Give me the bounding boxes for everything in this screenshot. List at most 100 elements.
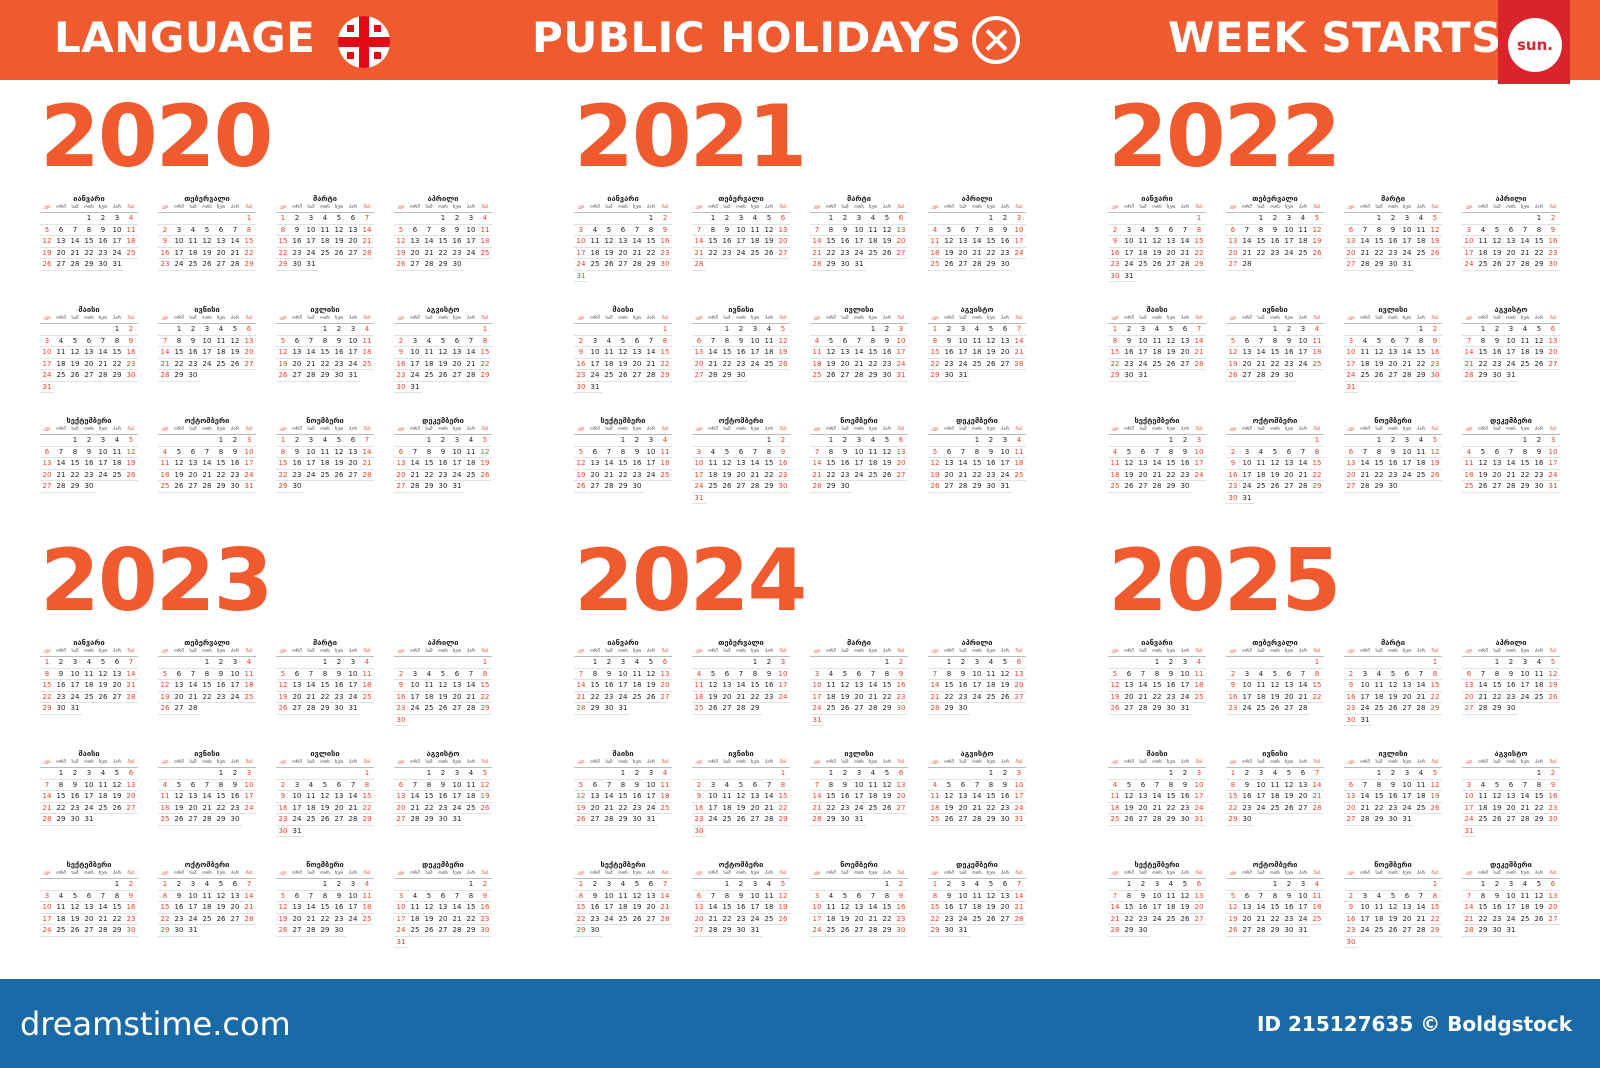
day-cell: 29 xyxy=(1268,370,1282,382)
day-cell: 4 xyxy=(928,780,942,791)
day-cell: 14 xyxy=(360,447,374,458)
day-cell: 3 xyxy=(706,780,720,791)
day-cell: 23 xyxy=(588,914,602,925)
day-cell: 5 xyxy=(734,780,748,791)
day-cell: 29 xyxy=(54,814,68,826)
weekday-label: შაბ xyxy=(360,315,374,324)
day-cell: 27 xyxy=(1504,814,1518,826)
empty-cell xyxy=(1226,879,1240,891)
day-cell: 24 xyxy=(242,470,256,481)
day-cell: 30 xyxy=(838,481,852,493)
day-cell: 1 xyxy=(464,879,478,891)
day-cell: 7 xyxy=(124,657,138,669)
day-cell: 6 xyxy=(852,891,866,902)
weekday-label: შაბ xyxy=(1192,870,1206,879)
day-cell: 11 xyxy=(464,447,478,458)
day-cell: 23 xyxy=(630,803,644,814)
day-cell: 7 xyxy=(304,336,318,347)
month-name: ოქტომბერი xyxy=(184,860,230,869)
day-cell: 6 xyxy=(1400,891,1414,902)
day-cell: 6 xyxy=(644,879,658,891)
empty-cell xyxy=(602,435,616,447)
day-cell: 29 xyxy=(574,925,588,937)
weekday-label: ორშ xyxy=(1358,870,1372,879)
day-cell: 7 xyxy=(68,225,82,236)
weekday-label: ოთხ xyxy=(436,204,450,213)
day-cell: 26 xyxy=(124,470,138,481)
day-cell: 14 xyxy=(304,680,318,692)
day-cell: 10 xyxy=(290,791,304,803)
day-cell: 20 xyxy=(692,359,706,370)
day-cell: 29 xyxy=(82,259,96,271)
day-cell: 7 xyxy=(1358,225,1372,236)
weekday-label: კვი xyxy=(276,204,290,213)
day-cell: 14 xyxy=(852,347,866,359)
day-cell: 5 xyxy=(776,324,790,336)
day-cell: 13 xyxy=(1490,458,1504,470)
empty-cell xyxy=(276,768,290,780)
day-cell: 17 xyxy=(1122,248,1136,259)
weekday-label: სამ xyxy=(304,426,318,435)
day-cell: 5 xyxy=(96,657,110,669)
day-cell: 24 xyxy=(1518,692,1532,703)
weekday-label: ხუთ xyxy=(1518,204,1532,213)
day-cell: 4 xyxy=(360,657,374,669)
day-cell: 24 xyxy=(852,470,866,481)
day-cell: 3 xyxy=(394,891,408,902)
month-name: მაისი xyxy=(78,305,100,314)
day-cell: 17 xyxy=(956,347,970,359)
day-cell: 31 xyxy=(644,814,658,826)
day-cell: 27 xyxy=(1240,925,1254,937)
day-cell: 15 xyxy=(318,902,332,914)
weekday-label: პარ xyxy=(1178,315,1192,324)
day-cell: 24 xyxy=(40,925,54,937)
day-cell: 3 xyxy=(692,447,706,458)
day-cell: 27 xyxy=(1226,259,1240,271)
month-calendar: ოქტომბერი კვი ორშ სამ ოთხ ხუთ პარ შაბ 1 2 3 4 5 6 7 8 9 1… xyxy=(692,860,790,937)
weekday-label: სამ xyxy=(956,426,970,435)
weekday-label: შაბ xyxy=(478,648,492,657)
day-cell: 1 xyxy=(1268,879,1282,891)
day-cell: 21 xyxy=(1504,470,1518,481)
day-cell: 22 xyxy=(318,359,332,370)
day-cell: 30 xyxy=(1226,493,1240,504)
weekday-label: ოთხ xyxy=(616,315,630,324)
empty-cell xyxy=(838,324,852,336)
month-name: აგვისტო xyxy=(426,749,460,758)
day-cell: 13 xyxy=(956,236,970,248)
weekday-label: ორშ xyxy=(408,870,422,879)
empty-cell xyxy=(96,324,110,336)
month-calendar: მაისი კვი ორშ სამ ოთხ ხუთ პარ შაბ 1 2 3 4 5 6 7 8 9 10 11 1… xyxy=(574,305,672,393)
day-cell: 21 xyxy=(450,914,464,925)
day-cell: 25 xyxy=(1414,803,1428,814)
day-cell: 13 xyxy=(942,458,956,470)
day-cell: 13 xyxy=(1546,336,1560,347)
day-cell: 4 xyxy=(1310,324,1324,336)
day-cell: 28 xyxy=(200,814,214,826)
weekday-label: პარ xyxy=(880,426,894,435)
day-cell: 3 xyxy=(852,213,866,225)
day-cell: 11 xyxy=(408,902,422,914)
day-cell: 28 xyxy=(1254,925,1268,937)
day-cell: 8 xyxy=(762,447,776,458)
day-cell: 31 xyxy=(394,937,408,948)
month-name: მარტი xyxy=(1380,638,1406,647)
day-cell: 18 xyxy=(1358,359,1372,370)
weekday-label: პარ xyxy=(998,759,1012,768)
day-cell: 12 xyxy=(630,891,644,902)
day-cell: 14 xyxy=(54,458,68,470)
day-cell: 4 xyxy=(1268,768,1282,780)
day-cell: 11 xyxy=(1254,458,1268,470)
empty-cell xyxy=(40,768,54,780)
day-cell: 12 xyxy=(1178,891,1192,902)
day-cell: 3 xyxy=(1400,435,1414,447)
weekday-label: ორშ xyxy=(1358,426,1372,435)
day-cell: 24 xyxy=(1150,914,1164,925)
day-cell: 24 xyxy=(82,803,96,814)
day-cell: 21 xyxy=(304,692,318,703)
day-cell: 13 xyxy=(956,791,970,803)
day-cell: 13 xyxy=(346,447,360,458)
day-cell: 14 xyxy=(1254,902,1268,914)
day-cell: 19 xyxy=(172,803,186,814)
day-cell: 16 xyxy=(1490,347,1504,359)
